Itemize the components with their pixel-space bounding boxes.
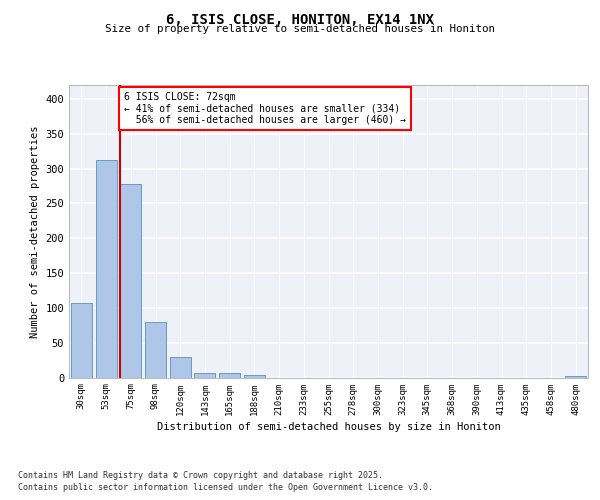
Text: Contains HM Land Registry data © Crown copyright and database right 2025.: Contains HM Land Registry data © Crown c…	[18, 471, 383, 480]
X-axis label: Distribution of semi-detached houses by size in Honiton: Distribution of semi-detached houses by …	[157, 422, 500, 432]
Text: 6, ISIS CLOSE, HONITON, EX14 1NX: 6, ISIS CLOSE, HONITON, EX14 1NX	[166, 12, 434, 26]
Text: Size of property relative to semi-detached houses in Honiton: Size of property relative to semi-detach…	[105, 24, 495, 34]
Bar	[71, 303, 92, 378]
Bar	[194, 374, 215, 378]
Bar	[565, 376, 586, 378]
Text: Contains public sector information licensed under the Open Government Licence v3: Contains public sector information licen…	[18, 482, 433, 492]
Text: 6 ISIS CLOSE: 72sqm
← 41% of semi-detached houses are smaller (334)
  56% of sem: 6 ISIS CLOSE: 72sqm ← 41% of semi-detach…	[124, 92, 406, 125]
Y-axis label: Number of semi-detached properties: Number of semi-detached properties	[30, 125, 40, 338]
Bar	[120, 184, 141, 378]
Bar	[244, 376, 265, 378]
Bar	[145, 322, 166, 378]
Bar	[219, 374, 240, 378]
Bar	[170, 356, 191, 378]
Bar	[95, 160, 116, 378]
